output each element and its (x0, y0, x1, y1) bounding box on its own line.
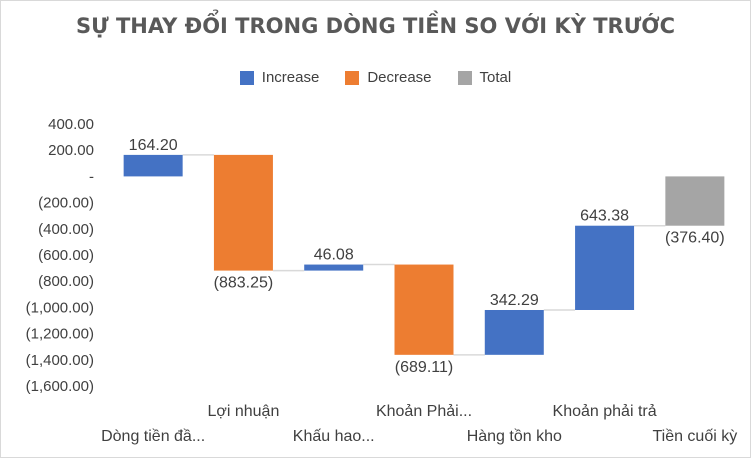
y-tick-label: (600.00) (38, 247, 94, 264)
y-tick-label: (1,600.00) (26, 378, 94, 395)
y-tick-label: (200.00) (38, 195, 94, 212)
x-category-label: Dòng tiền đầ... (101, 428, 205, 445)
data-label: 342.29 (490, 292, 539, 309)
bar-increase (484, 309, 544, 355)
y-tick-label: 400.00 (48, 116, 94, 133)
data-label: 164.20 (129, 137, 178, 154)
legend-swatch-total (457, 70, 472, 85)
y-tick-label: (1,000.00) (26, 299, 94, 316)
bar-increase (304, 264, 364, 271)
x-category-label: Lợi nhuận (207, 403, 279, 420)
y-tick-label: (800.00) (38, 273, 94, 290)
y-tick-label: (1,400.00) (26, 352, 94, 369)
x-category-label: Khấu hao... (293, 428, 375, 445)
legend-label-decrease: Decrease (367, 69, 432, 86)
bar-decrease (394, 264, 454, 355)
bar-decrease (213, 154, 273, 271)
x-category-label: Khoản Phải... (376, 403, 472, 420)
legend-item-increase: Increase (239, 69, 320, 86)
legend-label-increase: Increase (261, 69, 320, 86)
legend-item-decrease: Decrease (345, 69, 432, 86)
y-tick-label: (400.00) (38, 221, 94, 238)
legend-label-total: Total (479, 69, 512, 86)
bar-increase (123, 154, 183, 177)
data-label: (689.11) (395, 359, 453, 376)
data-label: (376.40) (665, 230, 725, 247)
bar-increase (575, 225, 635, 310)
y-tick-label: 200.00 (48, 142, 94, 159)
chart-title: SỰ THAY ĐỔI TRONG DÒNG TIỀN SO VỚI KỲ TR… (75, 14, 676, 38)
bar-total (665, 176, 725, 226)
x-category-label: Tiền cuối kỳ (652, 428, 737, 445)
legend-swatch-decrease (345, 70, 360, 85)
x-category-label: Khoản phải trả (553, 403, 657, 420)
data-label: 643.38 (580, 208, 629, 225)
y-tick-label: (1,200.00) (26, 326, 94, 343)
legend-item-total: Total (457, 69, 512, 86)
y-tick-label: - (89, 168, 94, 185)
legend-swatch-increase (239, 70, 254, 85)
data-label: 46.08 (314, 247, 354, 264)
x-category-label: Hàng tồn kho (467, 428, 562, 445)
data-label: (883.25) (214, 275, 274, 292)
chart-legend: Increase Decrease Total (0, 69, 751, 86)
